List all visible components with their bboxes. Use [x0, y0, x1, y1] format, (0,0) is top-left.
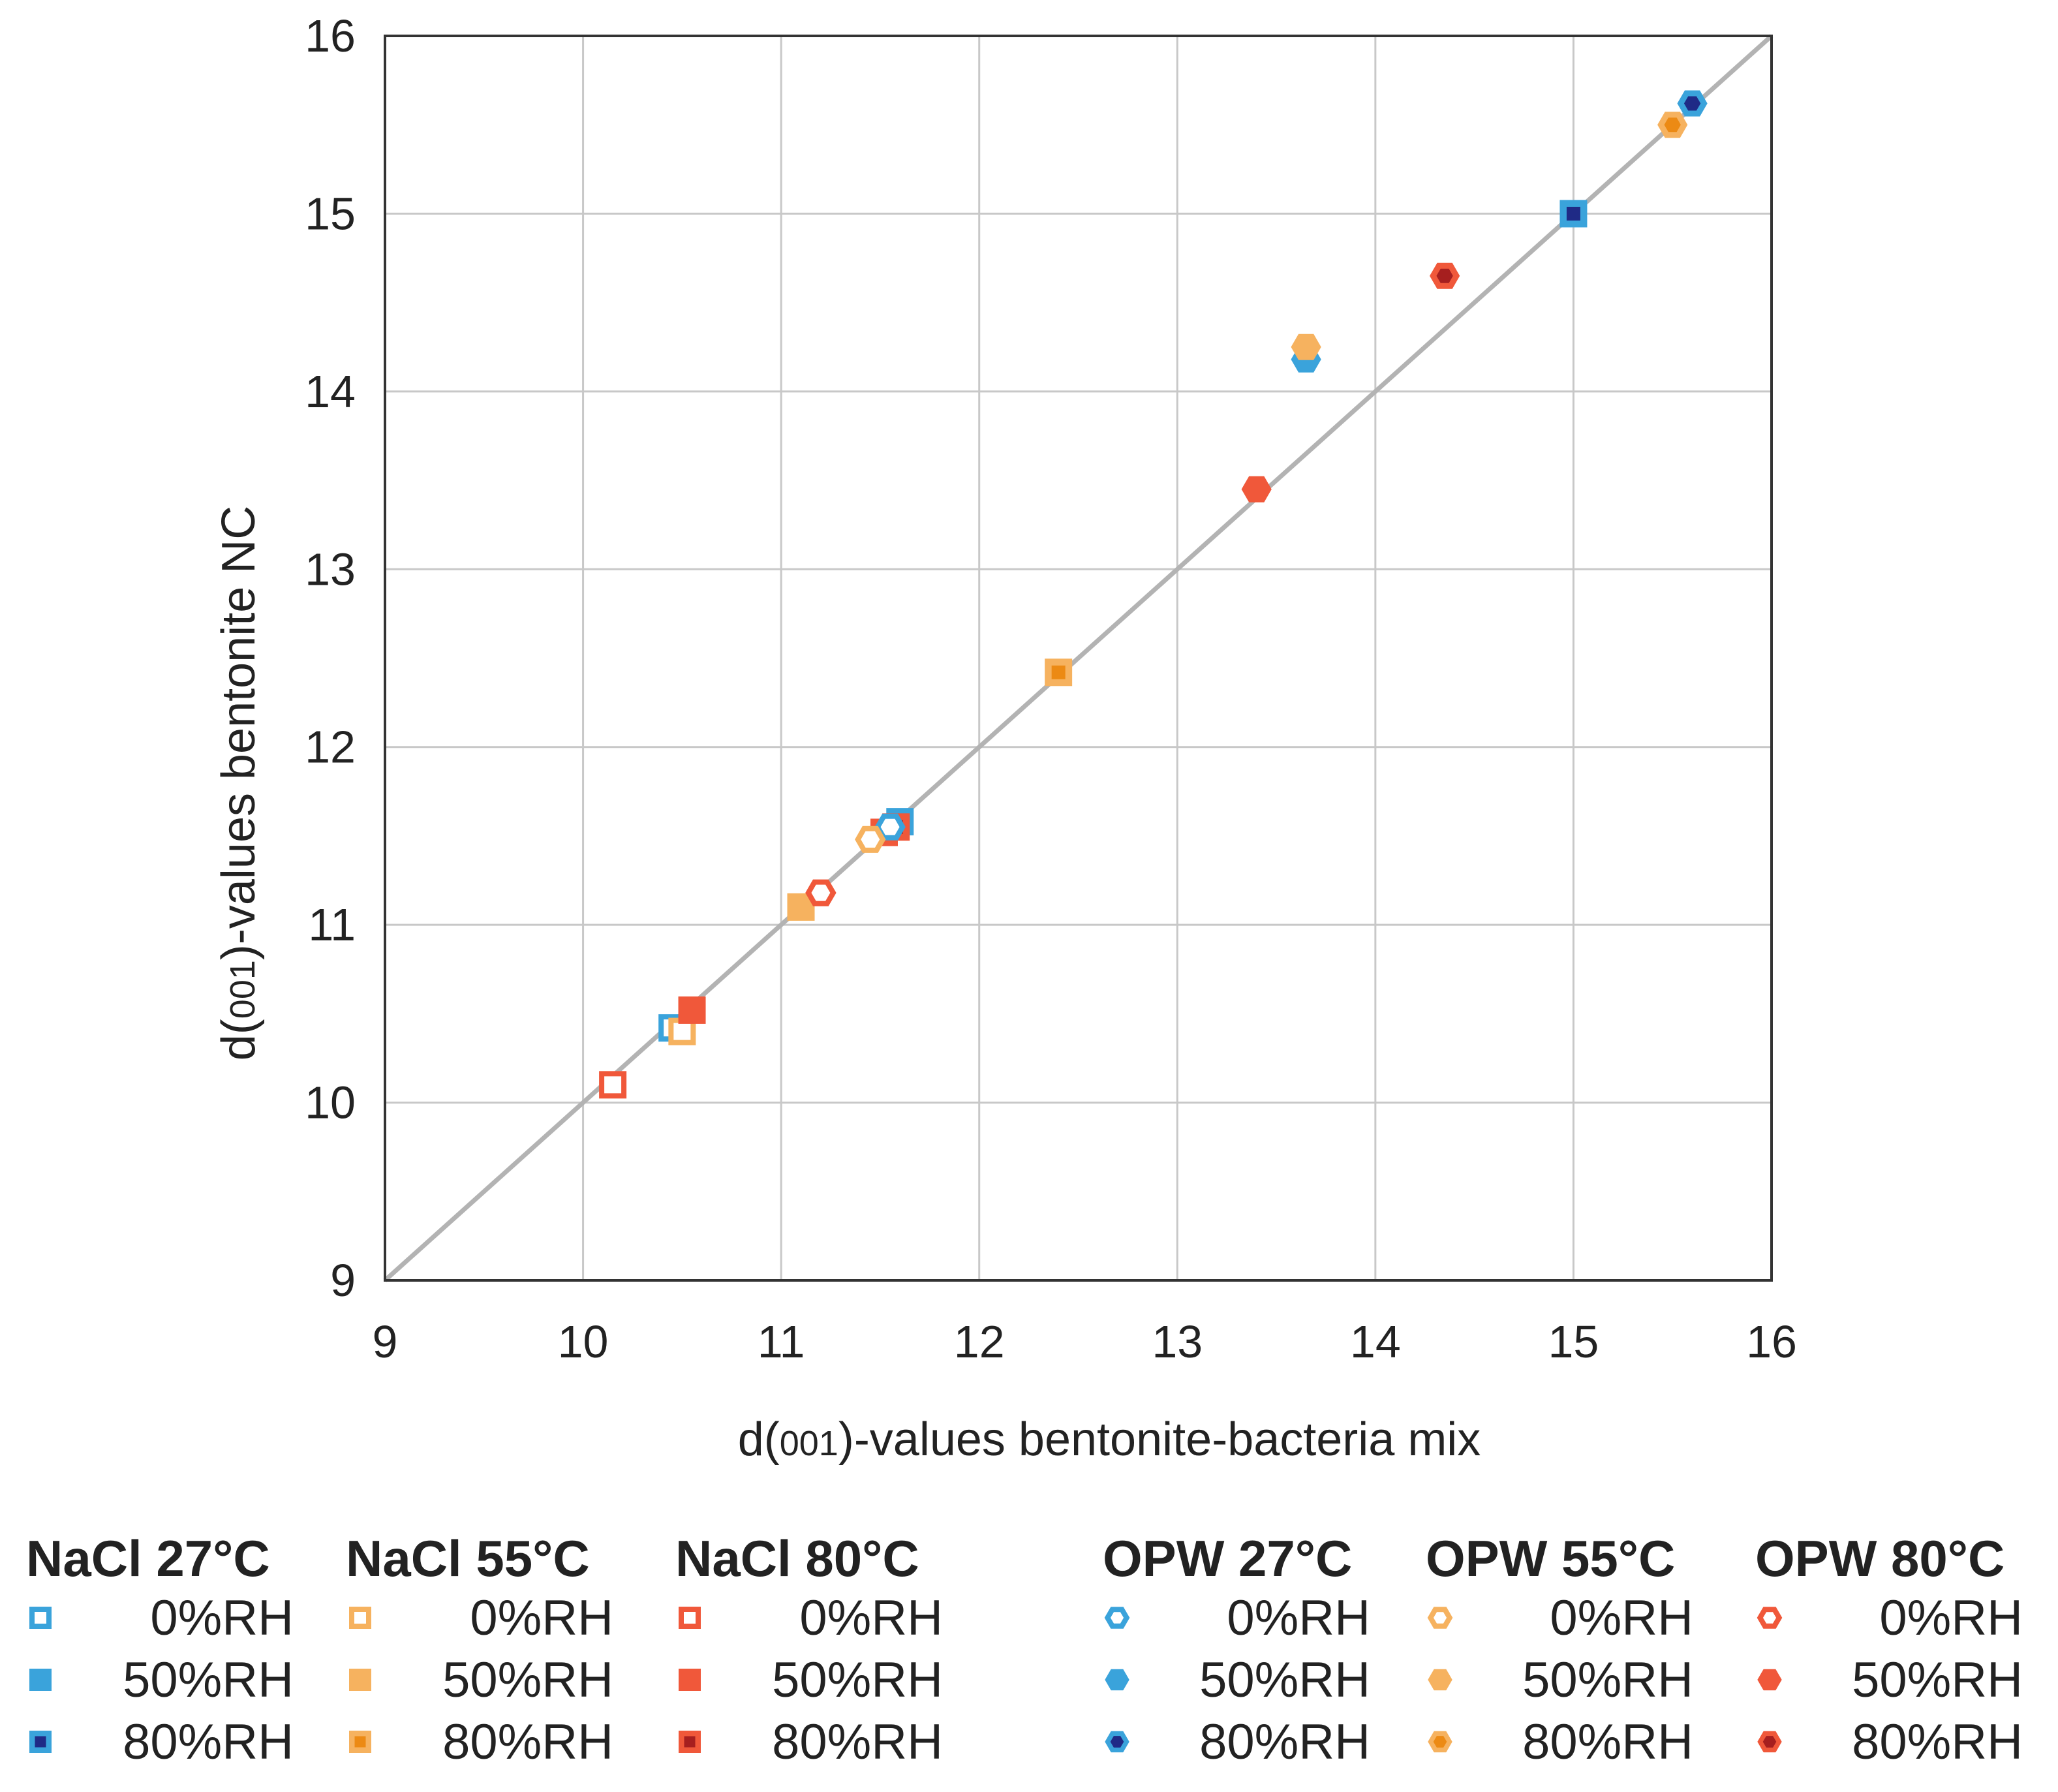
legend-marker-square-blue-rh1: [29, 1669, 52, 1691]
data-point-hexagon-red-rh0: [805, 879, 837, 906]
x-tick-label: 15: [1548, 1316, 1599, 1367]
x-tick-label: 13: [1152, 1316, 1203, 1367]
legend-marker-square-orange-rh0: [349, 1607, 371, 1629]
legend-marker-square-blue-rh0: [29, 1607, 52, 1629]
legend-item-label: 0%RH: [150, 1590, 294, 1646]
legend-marker-hexagon-orange-rh0: [1427, 1607, 1453, 1629]
legend-item-label: 50%RH: [123, 1652, 294, 1708]
legend-marker-hexagon-blue-rh0: [1104, 1607, 1130, 1629]
legend-item-label: 50%RH: [772, 1652, 943, 1708]
data-point-square-blue-rh2: [1559, 200, 1588, 228]
y-tick-label: 12: [305, 722, 356, 773]
y-tick-label: 14: [305, 366, 356, 417]
legend-item-label: 80%RH: [442, 1714, 613, 1770]
legend-marker-hexagon-red-rh2: [1757, 1731, 1782, 1753]
legend-marker-hexagon-orange-rh1: [1428, 1669, 1452, 1691]
x-tick-label: 9: [373, 1316, 398, 1367]
y-tick-label: 16: [305, 10, 356, 61]
legend-item-label: 0%RH: [1879, 1590, 2023, 1646]
legend-marker-square-blue-rh2: [29, 1731, 52, 1753]
legend-item-label: 80%RH: [123, 1714, 294, 1770]
grid-lines: [385, 36, 1772, 1280]
legend-item-label: 80%RH: [1522, 1714, 1693, 1770]
data-points: [599, 90, 1708, 1099]
legend-item-label: 0%RH: [799, 1590, 943, 1646]
legend-item-label: 0%RH: [470, 1590, 613, 1646]
plot-frame: [384, 35, 1773, 1282]
y-tick-label: 9: [330, 1255, 356, 1306]
legend-group-title: OPW 55°C: [1426, 1530, 1675, 1587]
legend-item-label: 80%RH: [1199, 1714, 1370, 1770]
x-tick-label: 11: [758, 1316, 805, 1367]
legend-marker-square-orange-rh2: [349, 1731, 371, 1753]
legend-marker-hexagon-blue-rh2: [1105, 1731, 1129, 1753]
legend-marker-hexagon-blue-rh1: [1105, 1669, 1129, 1691]
y-tick-label: 13: [305, 544, 356, 595]
y-tick-label: 10: [305, 1077, 356, 1128]
legend-item-label: 50%RH: [1852, 1652, 2023, 1708]
legend-marker-hexagon-red-rh1: [1757, 1669, 1782, 1691]
legend-group-title: OPW 27°C: [1103, 1530, 1352, 1587]
legend-item-label: 0%RH: [1550, 1590, 1693, 1646]
legend-item-label: 50%RH: [1199, 1652, 1370, 1708]
x-tick-label: 12: [954, 1316, 1005, 1367]
data-point-hexagon-blue-rh2: [1677, 90, 1708, 117]
legend-group-title: NaCl 27°C: [26, 1530, 270, 1587]
legend-group-title: NaCl 80°C: [675, 1530, 919, 1587]
legend-item-label: 50%RH: [1522, 1652, 1693, 1708]
legend-marker-square-red-rh0: [679, 1607, 701, 1629]
y-tick-labels: 9 10 11 12 13 14 15 16: [305, 10, 356, 1306]
data-point-hexagon-orange-rh0: [855, 826, 886, 853]
legend-marker-square-red-rh1: [679, 1669, 701, 1691]
legend-group-title: OPW 80°C: [1755, 1530, 2004, 1587]
y-tick-label: 11: [308, 899, 356, 950]
x-tick-label: 16: [1746, 1316, 1797, 1367]
data-point-hexagon-orange-rh2: [1657, 112, 1688, 138]
legend-item-label: 50%RH: [442, 1652, 613, 1708]
x-axis-title: d(001)-values bentonite-bacteria mix: [738, 1414, 1481, 1466]
legend-item-label: 80%RH: [772, 1714, 943, 1770]
legend-marker-square-orange-rh1: [349, 1669, 371, 1691]
y-axis-title: d(001)-values bentonite NC: [213, 506, 265, 1060]
data-point-hexagon-red-rh2: [1430, 262, 1460, 289]
legend-marker-hexagon-red-rh0: [1757, 1607, 1783, 1629]
data-point-square-orange-rh2: [1045, 658, 1073, 687]
x-tick-label: 10: [558, 1316, 609, 1367]
data-point-square-red-rh1: [678, 996, 706, 1024]
legend-item-label: 80%RH: [1852, 1714, 2023, 1770]
data-point-hexagon-orange-rh1: [1291, 333, 1321, 360]
legend-marker-square-red-rh2: [679, 1731, 701, 1753]
data-point-hexagon-red-rh1: [1241, 476, 1272, 502]
legend-group-title: NaCl 55°C: [346, 1530, 590, 1587]
legend-marker-hexagon-orange-rh2: [1428, 1731, 1452, 1753]
y-tick-label: 15: [305, 188, 356, 239]
x-tick-label: 14: [1350, 1316, 1401, 1367]
x-tick-labels: 9 10 11 12 13 14 15 16: [373, 1316, 1797, 1367]
legend-item-label: 0%RH: [1227, 1590, 1370, 1646]
data-point-square-red-rh0: [599, 1071, 627, 1099]
